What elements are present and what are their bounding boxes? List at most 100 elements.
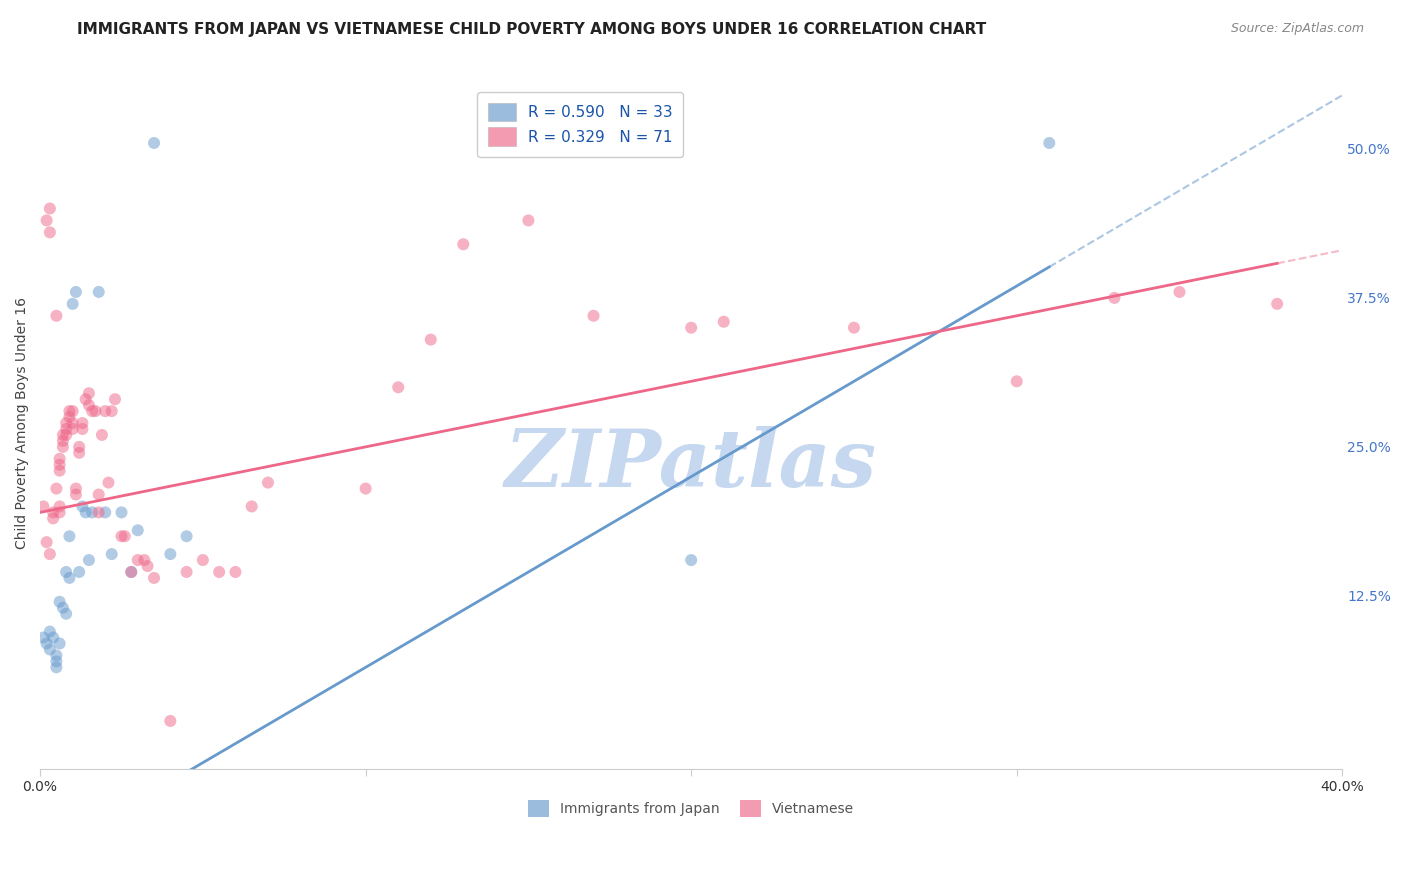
- Point: [143, 571, 166, 585]
- Point: [97, 475, 120, 490]
- Point: [134, 553, 156, 567]
- Point: [681, 320, 703, 334]
- Point: [110, 529, 132, 543]
- Point: [517, 213, 540, 227]
- Point: [72, 422, 94, 436]
- Point: [257, 475, 280, 490]
- Point: [55, 565, 77, 579]
- Point: [387, 380, 409, 394]
- Point: [62, 422, 84, 436]
- Point: [72, 500, 94, 514]
- Point: [104, 392, 127, 407]
- Point: [176, 565, 198, 579]
- Text: ZIPatlas: ZIPatlas: [505, 425, 877, 503]
- Point: [52, 600, 75, 615]
- Point: [191, 553, 214, 567]
- Point: [94, 404, 117, 418]
- Point: [713, 315, 735, 329]
- Point: [32, 500, 55, 514]
- Point: [127, 553, 149, 567]
- Point: [55, 428, 77, 442]
- Point: [52, 440, 75, 454]
- Point: [127, 523, 149, 537]
- Point: [52, 434, 75, 448]
- Point: [176, 529, 198, 543]
- Point: [120, 565, 142, 579]
- Legend: Immigrants from Japan, Vietnamese: Immigrants from Japan, Vietnamese: [522, 793, 862, 824]
- Point: [58, 404, 80, 418]
- Point: [582, 309, 605, 323]
- Point: [67, 565, 90, 579]
- Text: IMMIGRANTS FROM JAPAN VS VIETNAMESE CHILD POVERTY AMONG BOYS UNDER 16 CORRELATIO: IMMIGRANTS FROM JAPAN VS VIETNAMESE CHIL…: [77, 22, 987, 37]
- Point: [1168, 285, 1191, 299]
- Point: [65, 487, 87, 501]
- Point: [48, 464, 70, 478]
- Point: [87, 487, 110, 501]
- Point: [38, 624, 60, 639]
- Point: [45, 309, 67, 323]
- Point: [65, 482, 87, 496]
- Point: [48, 500, 70, 514]
- Point: [35, 535, 58, 549]
- Point: [240, 500, 263, 514]
- Point: [87, 505, 110, 519]
- Point: [114, 529, 136, 543]
- Point: [75, 505, 97, 519]
- Point: [38, 202, 60, 216]
- Point: [58, 571, 80, 585]
- Point: [48, 636, 70, 650]
- Point: [45, 648, 67, 663]
- Point: [45, 482, 67, 496]
- Point: [159, 714, 181, 728]
- Point: [55, 422, 77, 436]
- Point: [58, 410, 80, 425]
- Point: [55, 607, 77, 621]
- Point: [72, 416, 94, 430]
- Point: [77, 553, 100, 567]
- Point: [55, 416, 77, 430]
- Point: [62, 416, 84, 430]
- Point: [354, 482, 377, 496]
- Point: [32, 631, 55, 645]
- Point: [42, 631, 65, 645]
- Point: [110, 505, 132, 519]
- Point: [75, 392, 97, 407]
- Point: [842, 320, 865, 334]
- Point: [208, 565, 231, 579]
- Point: [65, 285, 87, 299]
- Point: [224, 565, 246, 579]
- Point: [42, 505, 65, 519]
- Point: [120, 565, 142, 579]
- Point: [82, 404, 104, 418]
- Point: [82, 505, 104, 519]
- Text: Source: ZipAtlas.com: Source: ZipAtlas.com: [1230, 22, 1364, 36]
- Point: [62, 297, 84, 311]
- Point: [67, 446, 90, 460]
- Point: [45, 654, 67, 668]
- Point: [38, 225, 60, 239]
- Point: [681, 553, 703, 567]
- Point: [45, 660, 67, 674]
- Point: [35, 636, 58, 650]
- Point: [52, 428, 75, 442]
- Point: [453, 237, 475, 252]
- Point: [48, 451, 70, 466]
- Point: [419, 333, 441, 347]
- Point: [1104, 291, 1126, 305]
- Point: [94, 505, 117, 519]
- Point: [136, 559, 159, 574]
- Point: [143, 136, 166, 150]
- Point: [77, 398, 100, 412]
- Point: [67, 440, 90, 454]
- Point: [1038, 136, 1060, 150]
- Point: [38, 642, 60, 657]
- Point: [91, 428, 114, 442]
- Point: [48, 595, 70, 609]
- Point: [1265, 297, 1288, 311]
- Point: [38, 547, 60, 561]
- Point: [159, 547, 181, 561]
- Point: [48, 458, 70, 472]
- Point: [100, 404, 122, 418]
- Point: [1005, 374, 1028, 388]
- Point: [42, 511, 65, 525]
